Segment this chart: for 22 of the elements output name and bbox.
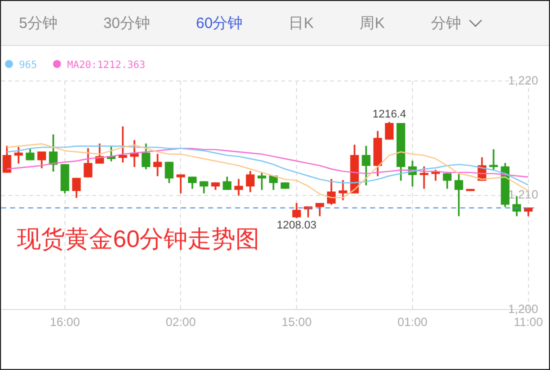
x-tick-label: 16:00 [50, 315, 80, 330]
text: 30分钟 [103, 14, 150, 32]
x-tick-label: 02:00 [166, 315, 196, 330]
text: 分钟 [430, 14, 461, 32]
legend-label: MA20:1212.363 [66, 60, 146, 71]
y-tick-label: 1,200 [508, 302, 538, 316]
candlestick [420, 166, 428, 189]
candlestick [489, 149, 498, 170]
x-tick-label: 11:00 [514, 315, 544, 330]
annotation: 1208.03 [276, 219, 316, 232]
text: 60分钟 [196, 14, 243, 32]
y-tick-label: 1,220 [508, 73, 538, 88]
text: 5分钟 [19, 14, 58, 32]
y-tick-label: 1,210 [508, 188, 538, 202]
candlestick [153, 154, 162, 176]
text: 周K [360, 14, 385, 32]
text: 现货黄金60分钟走势图 [17, 225, 260, 255]
legend-label: 965 [18, 60, 38, 71]
x-tick-label: 15:00 [282, 315, 312, 330]
x-tick-label: 01:00 [397, 315, 428, 330]
annotation: 1216.4 [372, 108, 406, 121]
text: 日K [288, 14, 314, 32]
